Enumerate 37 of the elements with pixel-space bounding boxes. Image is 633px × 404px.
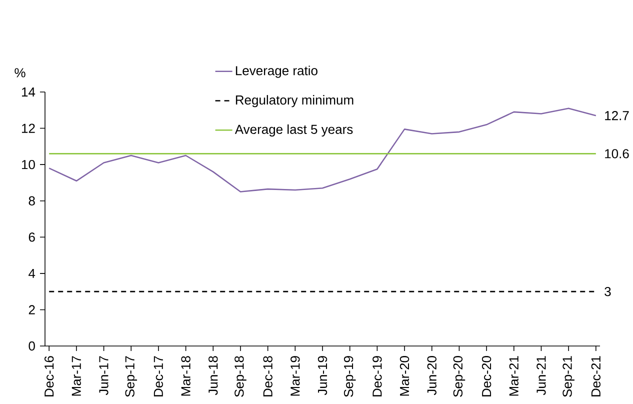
y-tick-label: 0	[28, 341, 35, 351]
x-tick-label: Sep-18	[234, 356, 246, 397]
legend-label: Average last 5 years	[234, 124, 353, 137]
x-tick-label: Mar-20	[400, 356, 410, 396]
x-tick-label: Dec-16	[44, 356, 54, 396]
line-series	[48, 108, 597, 192]
y-tick-label: 12	[22, 124, 35, 133]
x-tick-label: Mar-18	[181, 356, 190, 396]
x-tick-label: Jun-20	[427, 356, 436, 396]
y-tick-label: 10	[22, 160, 35, 170]
y-tick-label: 2	[28, 305, 35, 314]
x-tick-label: Jun-21	[536, 356, 546, 396]
x-tick-label: Dec-17	[154, 356, 163, 396]
x-tick-label: Dec-18	[263, 356, 272, 396]
data-label: 12.7	[605, 111, 629, 120]
x-tick-label: Jun-19	[318, 356, 328, 396]
y-tick-label: 14	[22, 88, 36, 96]
x-tick-label: Sep-17	[125, 356, 138, 397]
x-tick-label: Mar-21	[509, 356, 518, 396]
x-tick-label: Mar-17	[72, 356, 81, 396]
x-tick-label: Dec-20	[482, 356, 492, 396]
y-tick-label: 6	[28, 232, 35, 242]
legend-label: Regulatory minimum	[236, 95, 354, 108]
x-tick-label: Jun-17	[99, 356, 108, 396]
x-tick-label: Sep-21	[562, 356, 574, 397]
x-tick-label: Dec-21	[591, 356, 601, 396]
x-tick-label: Mar-19	[290, 356, 300, 396]
data-label: 10.6	[605, 149, 629, 158]
y-tick-label: 8	[28, 196, 35, 206]
y-tick-label: 4	[28, 268, 36, 278]
y-axis-title: %	[14, 68, 26, 78]
x-tick-label: Sep-20	[453, 356, 466, 397]
legend-label: Leverage ratio	[236, 66, 318, 78]
data-label: 3	[604, 286, 611, 296]
x-tick-label: Dec-19	[372, 356, 382, 396]
x-tick-label: Sep-19	[344, 356, 356, 397]
x-tick-label: Jun-18	[208, 356, 218, 396]
